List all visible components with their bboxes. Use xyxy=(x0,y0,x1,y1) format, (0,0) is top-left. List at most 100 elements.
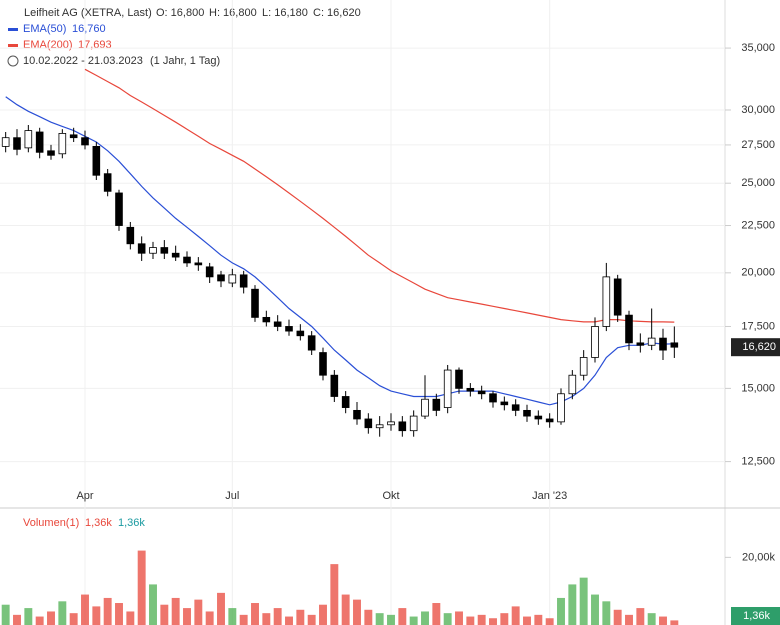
legend-value: 17,693 xyxy=(78,39,112,51)
legend-swatch xyxy=(8,28,18,31)
candle-body xyxy=(602,276,611,327)
candle-body xyxy=(398,421,407,432)
y-tick-label: 17,500 xyxy=(741,320,775,332)
y-tick-label: 20,000 xyxy=(741,267,775,279)
candle-body xyxy=(455,369,463,389)
y-tick-label: 12,500 xyxy=(741,456,775,468)
volume-bar xyxy=(228,608,237,625)
volume-bar xyxy=(239,614,248,625)
candle-body xyxy=(364,418,373,429)
volume-bar xyxy=(398,608,407,625)
candle-body xyxy=(432,398,441,411)
volume-title: Volumen(1) xyxy=(23,517,79,529)
candle-body xyxy=(511,404,520,411)
candle-body xyxy=(523,409,531,417)
volume-bar xyxy=(647,613,656,625)
volume-bar xyxy=(523,616,531,625)
volume-bar xyxy=(670,620,679,625)
candle-body xyxy=(24,130,33,149)
candle-body xyxy=(47,150,55,156)
volume-bar xyxy=(500,613,509,625)
volume-bar xyxy=(341,594,350,625)
candle-body xyxy=(307,335,316,351)
volume-bar xyxy=(319,604,327,625)
candle-body xyxy=(477,390,486,395)
candle-body xyxy=(613,278,622,316)
candle-body xyxy=(489,393,497,403)
volume-bar xyxy=(375,613,384,625)
volume-bar xyxy=(149,584,157,625)
candle-body xyxy=(251,288,259,318)
volume-bar xyxy=(92,606,101,625)
candle-body xyxy=(126,226,135,245)
candle-body xyxy=(239,274,248,288)
candle-body xyxy=(115,192,123,226)
volume-bar xyxy=(602,601,611,625)
candle-body xyxy=(273,321,282,327)
volume-bar xyxy=(353,599,361,625)
candle-body xyxy=(228,274,237,284)
date-range: 10.02.2022 - 21.03.2023 xyxy=(23,55,143,67)
candle-body xyxy=(591,326,599,358)
candle-body xyxy=(534,415,543,420)
volume-bar xyxy=(579,577,588,625)
candle-body xyxy=(568,374,577,395)
volume-bar xyxy=(217,592,225,625)
candle-body xyxy=(500,401,509,406)
candle-body xyxy=(13,137,21,150)
volume-bar xyxy=(659,616,667,625)
volume-bar xyxy=(387,614,395,625)
volume-bar xyxy=(24,608,33,625)
ohlc-high: H: 16,800 xyxy=(209,7,257,19)
volume-bar xyxy=(421,611,429,625)
candle-body xyxy=(579,357,588,376)
candle-body xyxy=(183,256,191,264)
volume-bar xyxy=(534,614,543,625)
volume-bar xyxy=(126,611,135,625)
candle-body xyxy=(625,314,633,344)
y-tick-label: 30,000 xyxy=(741,104,775,116)
volume-value: 1,36k xyxy=(118,517,145,529)
volume-bar xyxy=(443,613,452,625)
candle-body xyxy=(545,418,554,423)
volume-bar xyxy=(13,614,21,625)
volume-bar xyxy=(330,564,339,625)
candle-body xyxy=(557,393,565,423)
candle-body xyxy=(194,262,203,266)
volume-bar xyxy=(307,614,316,625)
x-tick-label: Jul xyxy=(225,490,239,502)
candle-body xyxy=(387,421,395,426)
candle-body xyxy=(58,133,67,155)
period: (1 Jahr, 1 Tag) xyxy=(150,55,220,67)
volume-bar xyxy=(171,597,180,625)
volume-bar xyxy=(285,616,293,625)
volume-bar xyxy=(115,603,123,625)
candle-body xyxy=(409,415,418,432)
legend-swatch xyxy=(8,44,18,47)
volume-bar xyxy=(409,616,418,625)
candle-body xyxy=(137,243,146,254)
x-tick-label: Jan '23 xyxy=(532,490,567,502)
legend-label: EMA(50) xyxy=(23,23,66,35)
volume-value: 1,36k xyxy=(85,517,112,529)
chart-title: Leifheit AG (XETRA, Last) xyxy=(24,7,152,19)
volume-bar xyxy=(568,584,577,625)
volume-bar xyxy=(557,597,565,625)
line-series xyxy=(84,68,675,323)
volume-bar xyxy=(455,611,463,625)
volume-bar xyxy=(194,599,203,625)
y-tick-label: 25,000 xyxy=(741,177,775,189)
y-tick-label: 20,00k xyxy=(742,551,776,563)
volume-bar xyxy=(625,614,633,625)
x-tick-label: Okt xyxy=(382,490,399,502)
volume-bar xyxy=(58,601,67,625)
volume-bar xyxy=(296,609,305,625)
candle-body xyxy=(443,369,452,408)
volume-label-box xyxy=(731,607,780,625)
volume-bar xyxy=(1,604,10,625)
volume-bar xyxy=(69,613,78,625)
volume-bar xyxy=(251,603,259,625)
candle-body xyxy=(149,247,157,254)
candle-body xyxy=(636,342,645,346)
candle-body xyxy=(262,316,271,323)
